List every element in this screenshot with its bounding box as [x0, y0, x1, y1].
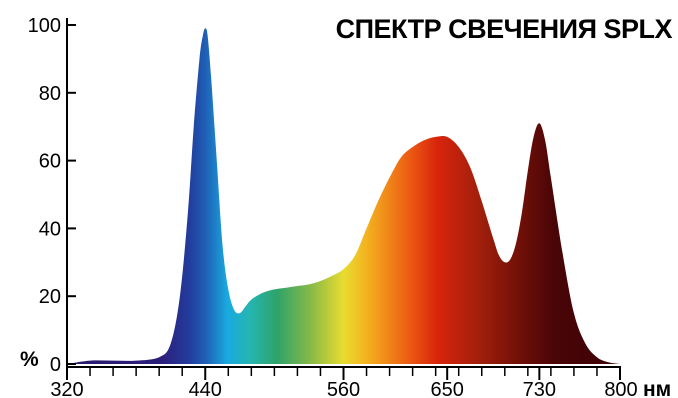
y-tick-label: 80 — [39, 83, 61, 105]
y-tick-label: 40 — [39, 218, 61, 240]
y-axis-ticks: 0 20 40 60 80 100 — [28, 15, 76, 376]
y-tick-label: 0 — [50, 354, 61, 376]
y-tick-label: 100 — [28, 15, 61, 37]
spectrum-area — [67, 28, 620, 364]
chart-title: СПЕКТР СВЕЧЕНИЯ SPLX — [336, 14, 673, 44]
y-tick-label: 60 — [39, 151, 61, 173]
x-axis-unit-label: нм — [643, 378, 671, 398]
y-axis-unit-label: % — [20, 348, 39, 371]
x-axis-ticks: 320 440 560 650 730 800 — [50, 367, 638, 398]
x-tick-label: 560 — [327, 379, 360, 398]
x-tick-label: 800 — [604, 379, 637, 398]
x-tick-label: 440 — [189, 379, 222, 398]
x-tick-label: 650 — [431, 379, 464, 398]
x-tick-label: 320 — [50, 379, 83, 398]
y-tick-label: 20 — [39, 286, 61, 308]
x-tick-label: 730 — [523, 379, 556, 398]
